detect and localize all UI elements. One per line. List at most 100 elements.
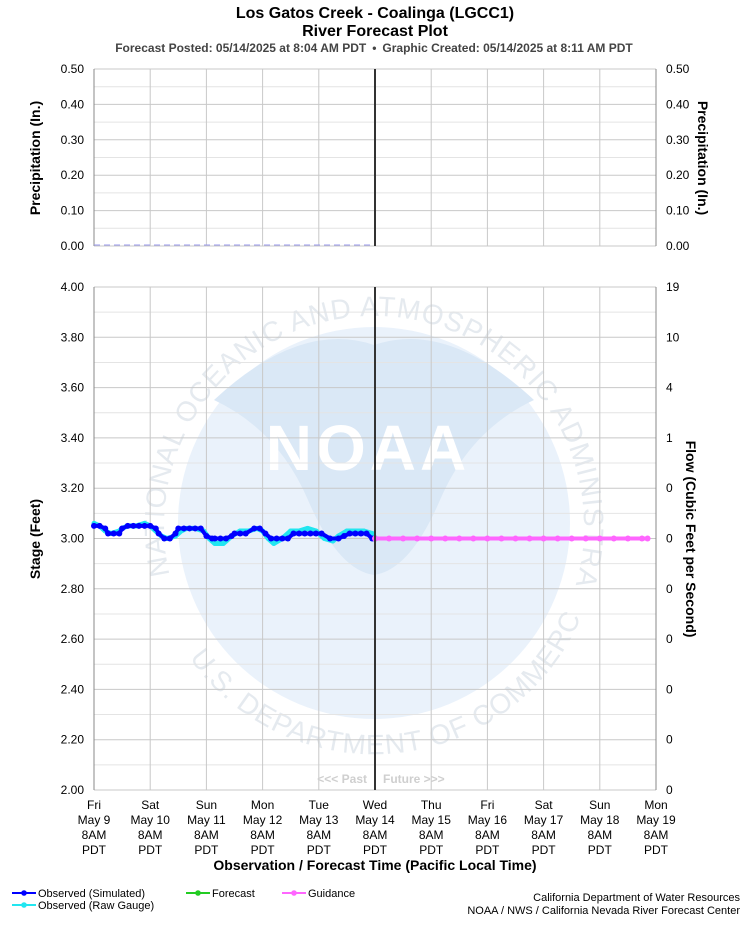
observed-simulated-point [268,535,275,542]
observed-simulated-point [155,530,162,537]
observed-raw-gauge-point [220,541,226,547]
x-tick-label: PDT [363,843,388,857]
stage-tick-left: 3.00 [61,532,85,546]
legend-marker-guidance [291,890,297,896]
guidance-point [484,535,491,542]
observed-simulated-point [242,530,249,537]
precip-y-axis-label-right: Precipitation (In.) [695,101,711,215]
observed-simulated-point [217,535,224,542]
observed-simulated-point [211,535,218,542]
precip-tick-left: 0.00 [61,239,85,253]
x-tick-label: May 10 [131,813,171,827]
observed-simulated-point [223,535,230,542]
observed-simulated-point [312,530,319,537]
precip-y-axis-label-left: Precipitation (In.) [27,101,43,215]
stage-tick-left: 4.00 [61,280,85,294]
x-tick-label: May 11 [187,813,226,827]
observed-simulated-point [231,530,238,537]
x-tick-label: Sat [535,798,554,812]
observed-simulated-point [105,530,112,537]
graphic-created-text: Graphic Created: 05/14/2025 at 8:11 AM P… [382,41,633,55]
x-tick-label: PDT [588,843,613,857]
chart-title: Los Gatos Creek - Coalinga (LGCC1) [236,5,514,22]
precip-tick-right: 0.30 [666,133,690,147]
legend-marker-observed-raw-gauge [21,902,27,908]
stage-tick-left: 2.80 [61,582,85,596]
x-tick-label: Thu [421,798,442,812]
observed-simulated-point [363,530,370,537]
observed-simulated-point [352,530,359,537]
stage-tick-left: 3.60 [61,381,85,395]
precip-tick-right: 0.00 [666,239,690,253]
guidance-point [386,535,393,542]
x-tick-label: May 13 [299,813,339,827]
observed-simulated-point [161,535,168,542]
x-tick-label: May 17 [524,813,564,827]
noaa-watermark-logo: NOAA NATIONAL OCEANIC AND ATMOSPHERIC AD… [0,0,608,760]
precip-tick-right: 0.50 [666,62,690,76]
x-tick-label: PDT [138,843,163,857]
observed-simulated-point [96,522,103,529]
x-tick-label: May 18 [580,813,620,827]
guidance-point [638,535,645,542]
guidance-point [582,535,589,542]
stage-y-axis-label: Stage (Feet) [27,499,43,579]
guidance-point [624,535,631,542]
observed-simulated-point [119,525,126,532]
x-tick-label: May 16 [468,813,508,827]
x-tick-label: 8AM [531,828,556,842]
legend-label-forecast: Forecast [212,888,255,900]
guidance-point [568,535,575,542]
observed-simulated-point [102,525,109,532]
legend-label-observed-raw-gauge: Observed (Raw Gauge) [38,900,154,912]
flow-tick-right: 0 [666,733,673,747]
x-tick-label: Sun [196,798,217,812]
observed-simulated-point [186,525,193,532]
observed-simulated-point [346,530,353,537]
x-tick-label: Fri [480,798,494,812]
x-tick-label: May 12 [243,813,283,827]
legend-label-observed-simulated: Observed (Simulated) [38,888,145,900]
observed-raw-gauge-point [212,541,218,547]
observed-simulated-point [318,530,325,537]
observed-simulated-point [341,532,348,539]
observed-simulated-point [172,530,179,537]
guidance-point [470,535,477,542]
guidance-point [596,535,603,542]
precip-tick-left: 0.20 [61,168,85,182]
stage-tick-left: 2.20 [61,733,85,747]
observed-simulated-point [335,535,342,542]
flow-tick-right: 0 [666,783,673,797]
stage-tick-left: 2.40 [61,682,85,696]
stage-tick-left: 3.80 [61,330,85,344]
guidance-point [498,535,505,542]
guidance-point [414,535,421,542]
x-axis-title: Observation / Forecast Time (Pacific Loc… [213,857,536,873]
observed-simulated-point [147,522,154,529]
legend: Observed (Simulated)Observed (Raw Gauge)… [12,888,355,912]
flow-y-axis-label: Flow (Cubic Feet per Second) [683,441,699,638]
observed-simulated-point [192,525,199,532]
guidance-point [456,535,463,542]
x-tick-label: May 14 [355,813,395,827]
observed-simulated-point [256,525,263,532]
observed-simulated-point [130,522,137,529]
flow-tick-right: 10 [666,330,680,344]
observed-simulated-point [203,532,210,539]
x-tick-label: PDT [419,843,444,857]
flow-tick-right: 0 [666,481,673,495]
guidance-point [442,535,449,542]
guidance-point [644,535,651,542]
guidance-point [512,535,519,542]
observed-simulated-point [273,535,280,542]
observed-simulated-point [284,535,291,542]
observed-simulated-point [251,525,258,532]
flow-tick-right: 0 [666,632,673,646]
observed-simulated-point [357,530,364,537]
stage-tick-left: 3.20 [61,481,85,495]
observed-simulated-point [91,522,97,529]
observed-raw-gauge-point [305,525,311,531]
guidance-point [526,535,533,542]
guidance-point [610,535,617,542]
